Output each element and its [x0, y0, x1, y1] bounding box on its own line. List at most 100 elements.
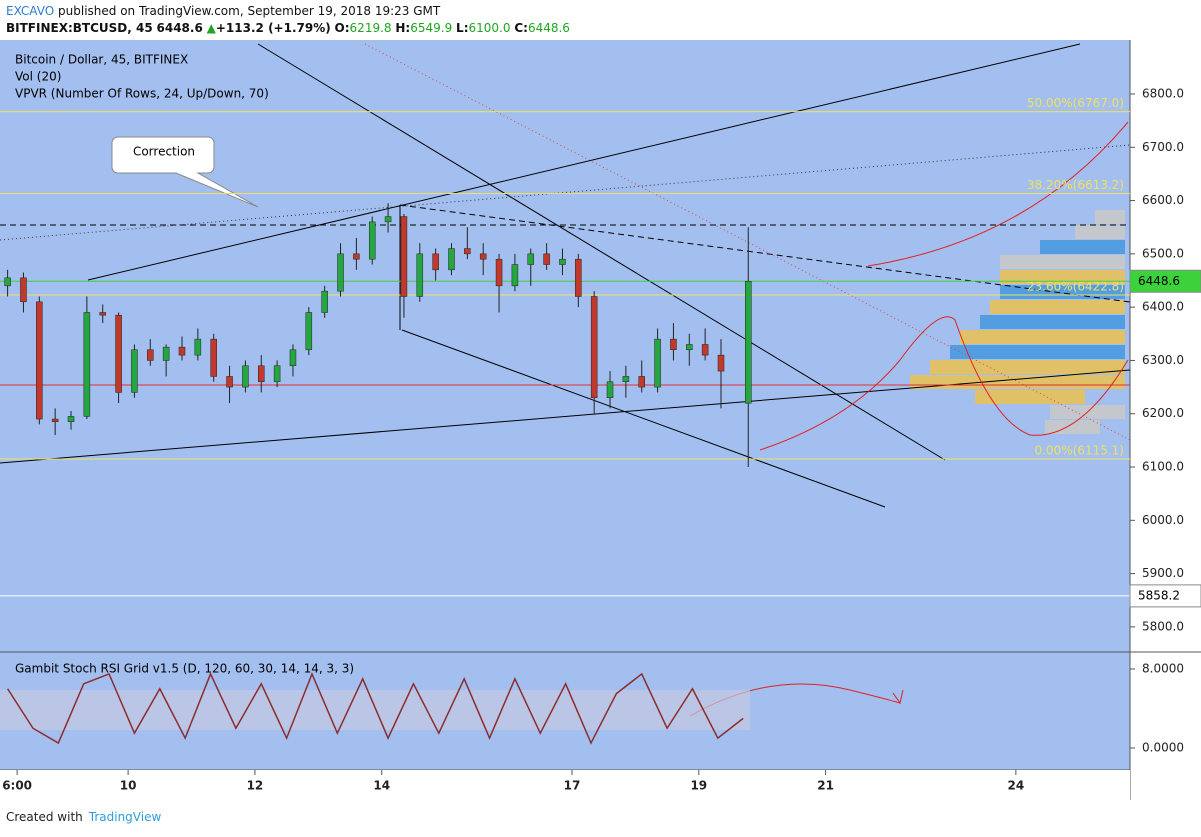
candle-body	[273, 365, 281, 383]
rsi-title: Gambit Stoch RSI Grid v1.5 (D, 120, 60, …	[15, 662, 354, 676]
y-tick-label: 6300.0	[1142, 353, 1184, 367]
h-label: H:	[395, 21, 411, 35]
candle-body	[305, 312, 313, 351]
price-box	[1129, 584, 1201, 608]
candle-body	[559, 258, 566, 265]
header: EXCAVO published on TradingView.com, Sep…	[6, 3, 570, 37]
candle-body	[464, 248, 471, 255]
candle-body	[337, 253, 344, 292]
symbol: BITFINEX:BTCUSD, 45	[6, 21, 153, 35]
candle-body	[701, 344, 709, 356]
l-label: L:	[456, 21, 469, 35]
x-tick-label: 12	[247, 779, 264, 793]
x-tick-label: 14	[373, 779, 390, 793]
candle-body	[4, 277, 11, 287]
candle-body	[36, 301, 43, 420]
y-tick-label: 5900.0	[1142, 566, 1184, 580]
o-label: O:	[334, 21, 350, 35]
candle-body	[368, 221, 376, 260]
x-tick-label: 6:00	[2, 779, 32, 793]
candle-body	[147, 349, 154, 361]
y-tick-label: 6000.0	[1142, 513, 1184, 527]
candle-body	[543, 253, 550, 265]
candle-body	[638, 376, 645, 388]
x-tick-label: 21	[817, 779, 834, 793]
y-tick-label: 6600.0	[1142, 193, 1184, 207]
candle-body	[575, 258, 582, 297]
y-tick-label: 6200.0	[1142, 406, 1184, 420]
axis-bg	[1130, 40, 1201, 770]
drawings	[0, 43, 1131, 717]
c-value: 6448.6	[527, 21, 570, 35]
candle-body	[258, 365, 265, 383]
candle-body	[448, 248, 455, 271]
candle-body	[622, 376, 630, 383]
candle-body	[384, 216, 392, 223]
change: +113.2 (+1.79%)	[215, 21, 331, 35]
last: 6448.6	[156, 21, 203, 35]
candle-body	[178, 346, 186, 356]
y-tick-label: 6500.0	[1142, 246, 1184, 260]
rsi-tick-label: 0.0000	[1142, 740, 1184, 754]
x-tick-label: 17	[564, 779, 581, 793]
tradingview-link[interactable]: TradingView	[88, 810, 162, 824]
candle-body	[400, 216, 408, 297]
rsi-grid-band	[0, 690, 750, 730]
o-value: 6219.8	[349, 21, 392, 35]
candle-body	[51, 418, 59, 422]
candle-body	[745, 281, 752, 404]
chart: Correction Bitcoin / Dollar, 45, BITFINE…	[0, 40, 1201, 800]
price-box	[1129, 269, 1201, 293]
candle-body	[115, 314, 122, 393]
published: published on TradingView.com, September …	[58, 4, 441, 18]
y-tick-label: 6100.0	[1142, 460, 1184, 474]
fib-label: 50.00%(6767.0)	[1027, 96, 1124, 110]
candle-body	[226, 376, 233, 388]
candle-body	[416, 253, 424, 297]
candle-body	[432, 253, 439, 271]
candle-body	[321, 290, 328, 313]
candle-body	[99, 312, 106, 316]
candle-body	[353, 253, 360, 260]
candle-body	[479, 253, 487, 260]
x-tick-label: 19	[690, 779, 707, 793]
candle-body	[495, 258, 503, 287]
rsi-line	[6, 671, 744, 745]
y-tick-label: 5800.0	[1142, 619, 1184, 633]
candle-body	[511, 264, 519, 287]
candle-body	[527, 253, 535, 265]
fib-label: 38.20%(6613.2)	[1027, 178, 1124, 192]
candle-body	[242, 365, 249, 388]
y-tick-label: 6800.0	[1142, 86, 1184, 100]
price-label: 5858.2	[1138, 588, 1180, 602]
candle-body	[194, 338, 202, 356]
candle-body	[67, 416, 75, 422]
legend-volume: Vol (20)	[15, 70, 61, 84]
x-axis-bg	[0, 770, 1130, 800]
volume-profile	[910, 210, 1125, 434]
candle-body	[717, 354, 725, 372]
candles	[4, 203, 752, 468]
candle-body	[162, 346, 170, 361]
candle-body	[131, 349, 138, 393]
candle-body	[670, 338, 677, 351]
created-with: Created with	[6, 810, 83, 824]
author[interactable]: EXCAVO	[6, 4, 55, 18]
arrow: ▲	[206, 21, 216, 35]
x-tick-label: 10	[120, 779, 137, 793]
candle-body	[686, 344, 693, 351]
legend-vpvr: VPVR (Number Of Rows, 24, Up/Down, 70)	[15, 87, 269, 101]
fib-label: 0.00%(6115.1)	[1035, 443, 1124, 457]
candle-body	[590, 296, 598, 398]
x-tick-label: 24	[1008, 779, 1025, 793]
candle-body	[654, 338, 661, 388]
h-value: 6549.9	[410, 21, 453, 35]
candle-body	[606, 381, 614, 398]
rsi-tick-label: 8.0000	[1142, 661, 1184, 675]
publish-line: EXCAVO published on TradingView.com, Sep…	[6, 3, 570, 20]
footer: Created with TradingView	[6, 810, 161, 824]
y-tick-label: 6400.0	[1142, 300, 1184, 314]
quote-line: BITFINEX:BTCUSD, 45 6448.6 ▲+113.2 (+1.7…	[6, 20, 570, 37]
legend-symbol: Bitcoin / Dollar, 45, BITFINEX	[15, 53, 188, 67]
